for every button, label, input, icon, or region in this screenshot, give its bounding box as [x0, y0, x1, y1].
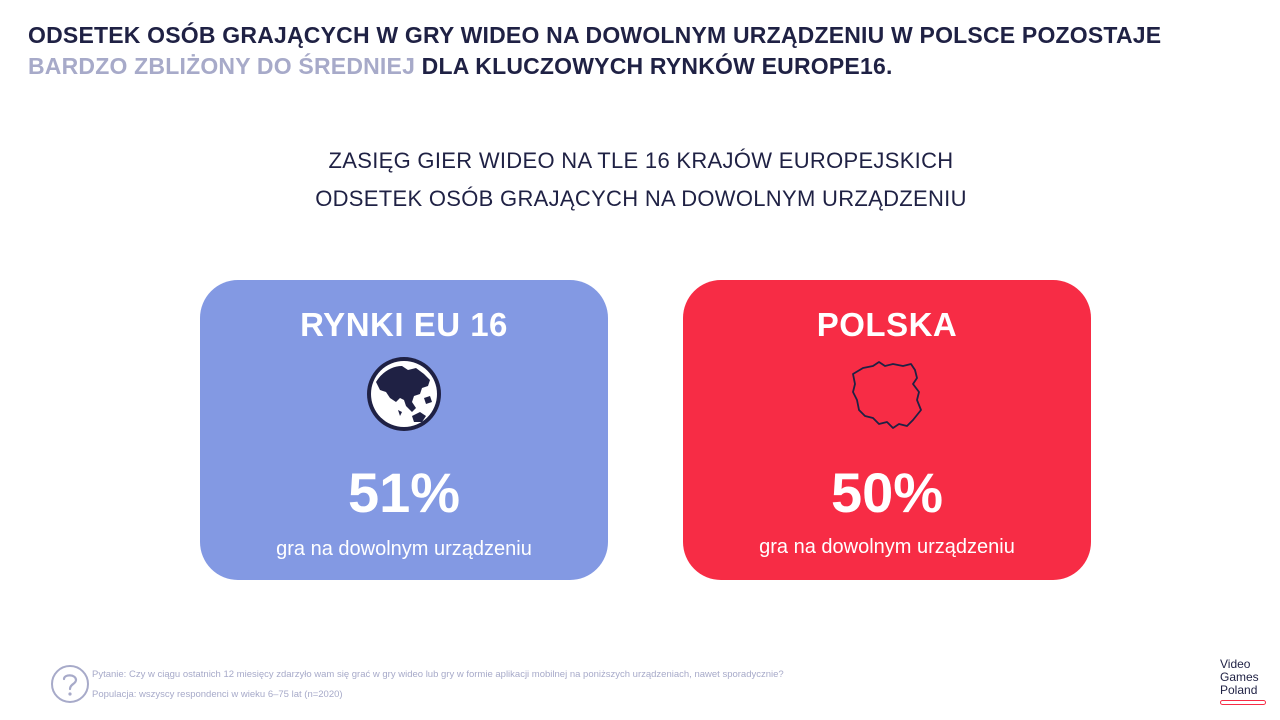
card-polska: POLSKA 50% gra na dowolnym urządzeniu — [683, 280, 1091, 580]
logo-bar — [1220, 700, 1266, 705]
poland-map-icon — [852, 361, 922, 429]
headline-text-2: DLA KLUCZOWYCH RYNKÓW EUROPE16. — [415, 53, 893, 79]
headline-text-1: ODSETEK OSÓB GRAJĄCYCH W GRY WIDEO NA DO… — [28, 22, 1162, 48]
card-polska-title: POLSKA — [816, 306, 958, 343]
footnote-population: Populacja: wszyscy respondenci w wieku 6… — [92, 689, 343, 700]
subtitle-line-1: ZASIĘG GIER WIDEO NA TLE 16 KRAJÓW EUROP… — [328, 148, 954, 173]
question-icon — [51, 665, 89, 703]
logo-line-3: Poland — [1220, 683, 1258, 697]
card-eu16-value: 51% — [347, 461, 461, 524]
globe-icon — [367, 357, 441, 431]
headline-accent: BARDZO ZBLIŻONY DO ŚREDNIEJ — [28, 53, 416, 79]
logo-line-1: Video — [1220, 657, 1251, 671]
subtitle-line-2: ODSETEK OSÓB GRAJĄCYCH NA DOWOLNYM URZĄD… — [315, 186, 967, 211]
card-polska-caption: gra na dowolnym urządzeniu — [759, 536, 1015, 558]
logo: Video Games Poland — [1220, 658, 1272, 705]
logo-line-2: Games — [1220, 670, 1259, 684]
subtitle: ZASIĘG GIER WIDEO NA TLE 16 KRAJÓW EUROP… — [0, 142, 1280, 218]
card-eu16-caption: gra na dowolnym urządzeniu — [276, 538, 532, 560]
card-polska-value: 50% — [830, 461, 944, 524]
footnote-question: Pytanie: Czy w ciągu ostatnich 12 miesię… — [92, 669, 784, 680]
headline: ODSETEK OSÓB GRAJĄCYCH W GRY WIDEO NA DO… — [28, 20, 1228, 82]
card-eu16-title: RYNKI EU 16 — [300, 306, 508, 343]
card-eu16: RYNKI EU 16 51% gra na dowolnym urządzen… — [200, 280, 608, 580]
